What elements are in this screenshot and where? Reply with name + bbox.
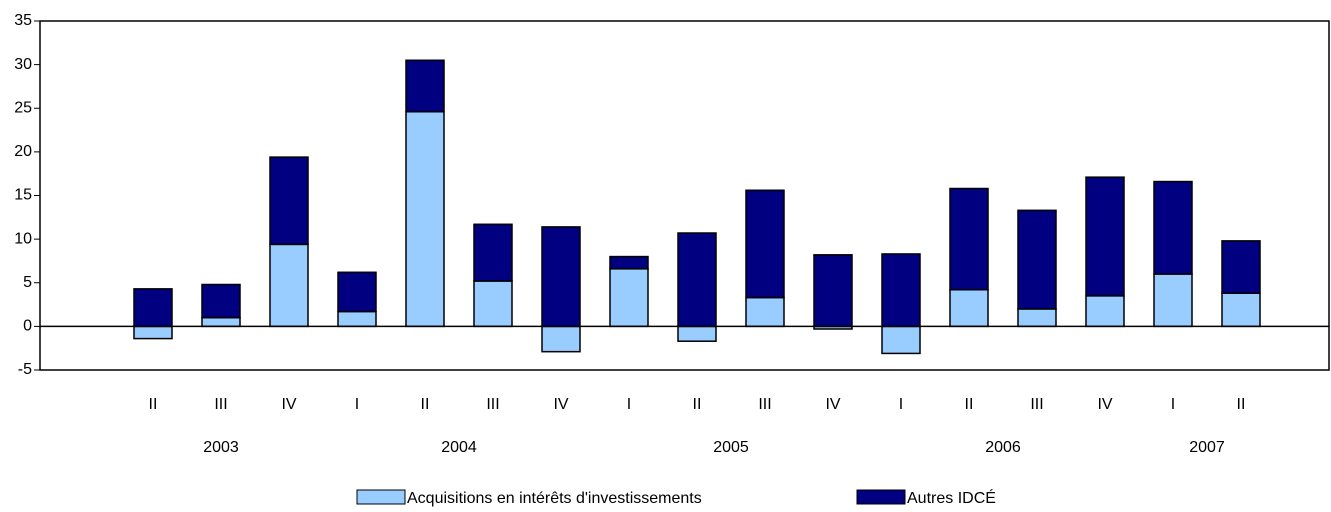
x-tick-label: II xyxy=(149,396,158,413)
bar-segment xyxy=(881,325,921,355)
x-tick-label: IV xyxy=(825,396,840,413)
bar-segment xyxy=(1017,308,1057,328)
bar-segment xyxy=(133,325,173,340)
x-tick-label: IV xyxy=(281,396,296,413)
x-tick-label: II xyxy=(965,396,974,413)
bar-segment xyxy=(337,271,377,313)
x-tick-label: IV xyxy=(1097,396,1112,413)
bar-segment xyxy=(813,254,853,328)
legend-swatch xyxy=(356,489,406,505)
bar-segment xyxy=(473,280,513,328)
bar-segment xyxy=(405,59,445,113)
y-tick-label: 25 xyxy=(14,99,32,116)
x-tick-label: III xyxy=(1030,396,1043,413)
x-tick-label: I xyxy=(1171,396,1175,413)
x-tick-label: II xyxy=(693,396,702,413)
bar-segment xyxy=(677,232,717,328)
x-tick-label: II xyxy=(1237,396,1246,413)
year-label: 2007 xyxy=(1189,439,1225,456)
y-tick-label: 15 xyxy=(14,187,32,204)
bar-segment xyxy=(745,189,785,299)
bar-segment xyxy=(201,283,241,319)
bar-segment xyxy=(1085,176,1125,297)
x-tick-label: I xyxy=(899,396,903,413)
y-tick-label: 35 xyxy=(14,12,32,29)
year-label: 2005 xyxy=(713,439,749,456)
x-tick-label: II xyxy=(421,396,430,413)
bar-segment xyxy=(949,187,989,291)
x-tick-label: III xyxy=(758,396,771,413)
y-tick-label: 30 xyxy=(14,56,32,73)
legend-label: Acquisitions en intérêts d'investissemen… xyxy=(407,490,702,507)
year-label: 2003 xyxy=(203,439,239,456)
bar-segment xyxy=(677,325,717,342)
bar-segment xyxy=(405,110,445,328)
bar-segment xyxy=(609,268,649,328)
y-tick-label: 20 xyxy=(14,143,32,160)
bar-segment xyxy=(541,226,581,328)
bar-segment xyxy=(133,288,173,328)
bar-segment xyxy=(269,156,309,246)
bar-segment xyxy=(541,325,581,353)
y-tick-label: 10 xyxy=(14,230,32,247)
bar-segment xyxy=(1153,180,1193,275)
x-tick-label: I xyxy=(627,396,631,413)
bar-segment xyxy=(745,296,785,328)
year-label: 2006 xyxy=(985,439,1021,456)
bar-segment xyxy=(1085,295,1125,328)
x-tick-label: IV xyxy=(553,396,568,413)
bar-segment xyxy=(337,310,377,328)
bar-segment xyxy=(201,316,241,328)
x-tick-label: I xyxy=(355,396,359,413)
bar-segment xyxy=(1017,209,1057,310)
y-tick-label: 0 xyxy=(23,318,32,335)
x-tick-label: III xyxy=(486,396,499,413)
bar-segment xyxy=(269,243,309,328)
bar-segment xyxy=(1221,292,1261,328)
bar-segment xyxy=(1153,273,1193,328)
y-tick-label: 5 xyxy=(23,274,32,291)
bar-segment xyxy=(949,288,989,328)
x-tick-label: III xyxy=(214,396,227,413)
bar-segment xyxy=(881,253,921,328)
legend-swatch xyxy=(856,489,906,505)
bar-segment xyxy=(609,255,649,270)
y-tick-label: -5 xyxy=(18,361,32,378)
legend-label: Autres IDCÉ xyxy=(907,488,996,507)
bar-segment xyxy=(1221,240,1261,294)
bar-segment xyxy=(473,223,513,282)
year-label: 2004 xyxy=(441,439,477,456)
